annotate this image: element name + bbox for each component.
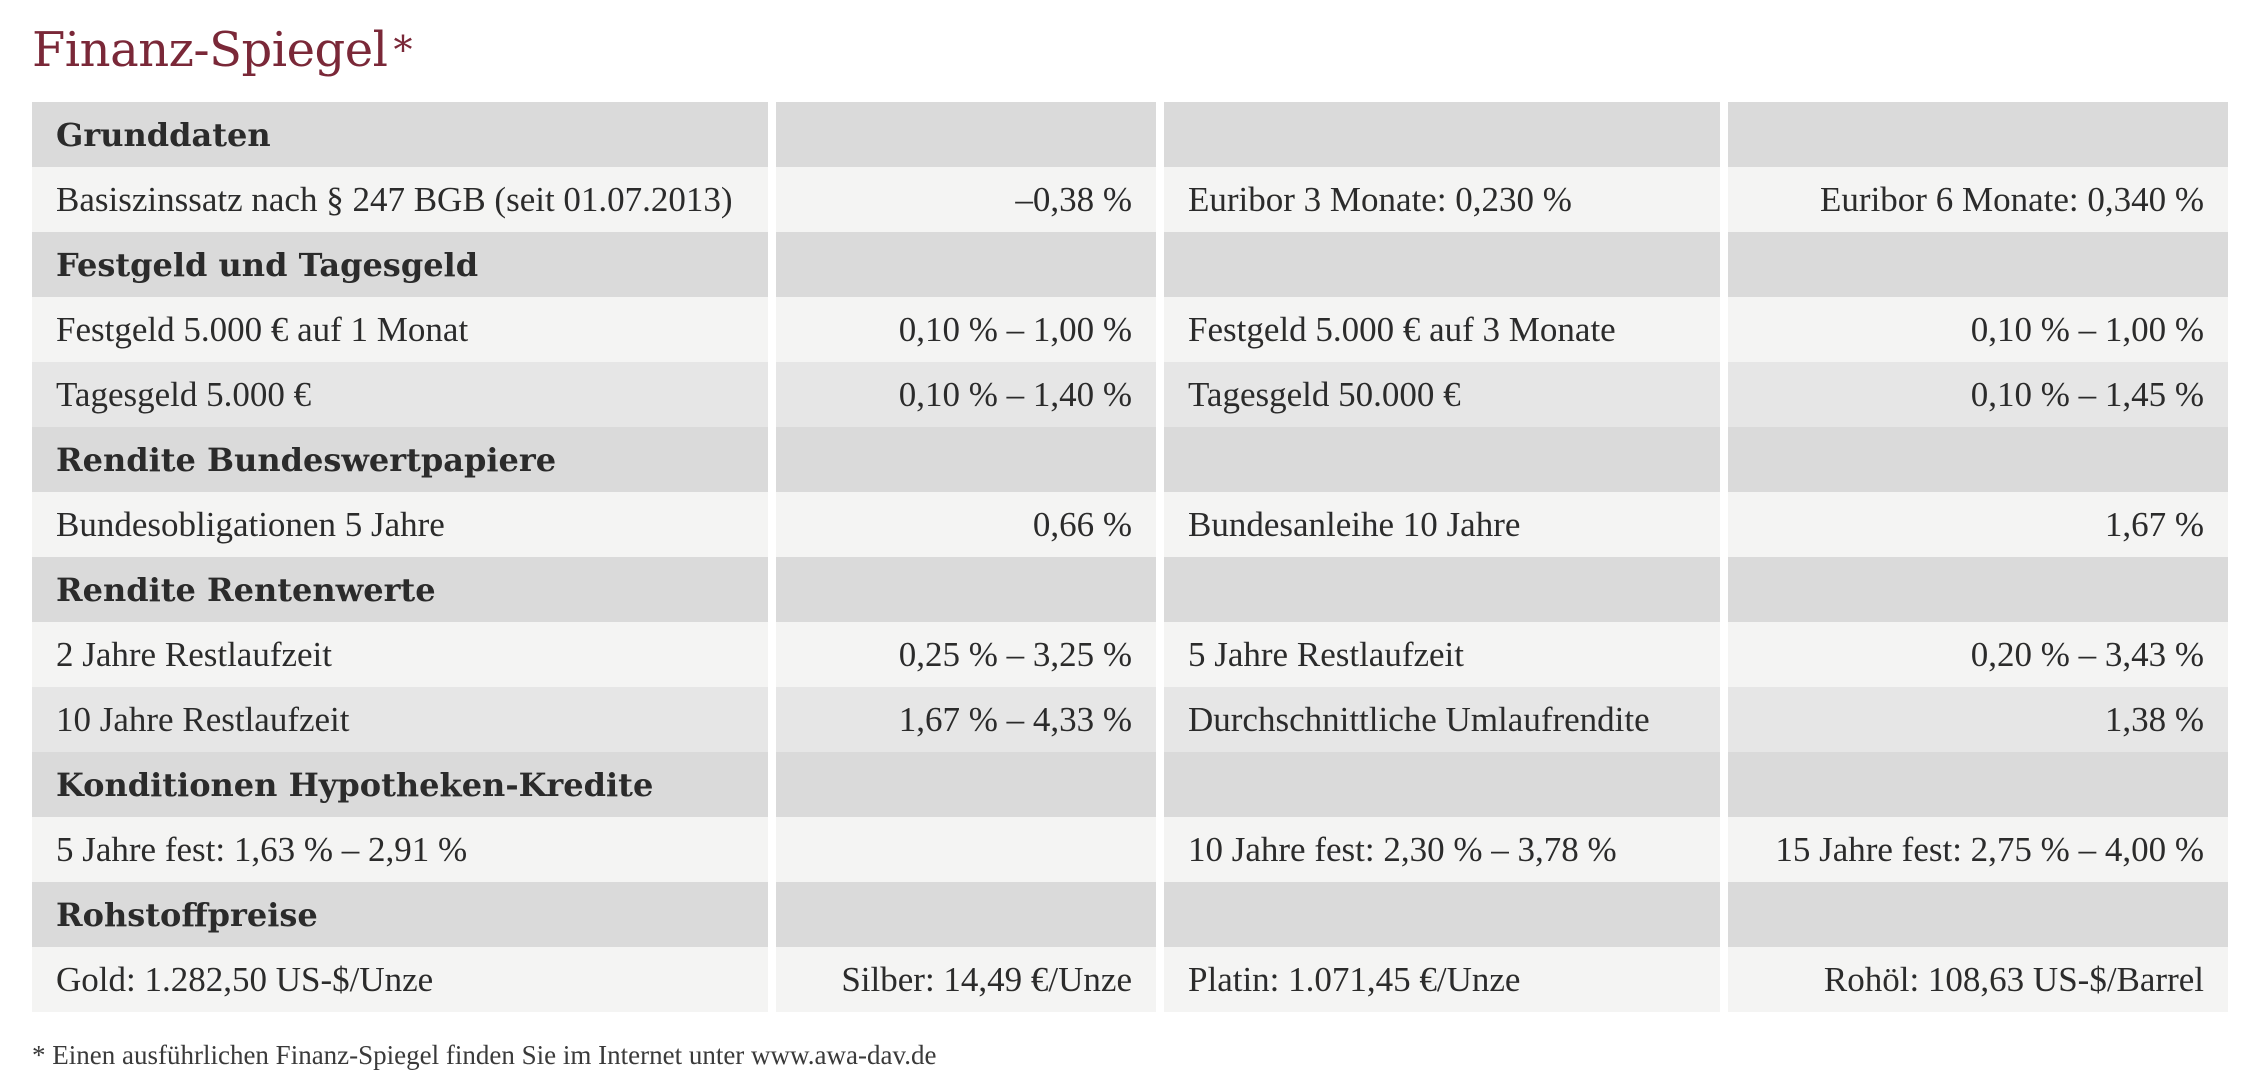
- section-header-festgeld: Festgeld und Tagesgeld: [32, 232, 2228, 297]
- row-label: Gold: 1.282,50 US-$/Unze: [32, 947, 768, 1012]
- empty-cell: [1164, 232, 1720, 297]
- empty-cell: [1728, 102, 2228, 167]
- empty-cell: [776, 752, 1156, 817]
- row-label: 5 Jahre fest: 1,63 % – 2,91 %: [32, 817, 768, 882]
- row-value: [776, 817, 1156, 882]
- row-label: 10 Jahre Restlaufzeit: [32, 687, 768, 752]
- table-row: Bundesobligationen 5 Jahre 0,66 % Bundes…: [32, 492, 2228, 557]
- title-text: Finanz-Spiegel: [32, 22, 388, 78]
- row-value: Silber: 14,49 €/Unze: [776, 947, 1156, 1012]
- empty-cell: [1728, 427, 2228, 492]
- row-label: Tagesgeld 50.000 €: [1164, 362, 1720, 427]
- table-row: Tagesgeld 5.000 € 0,10 % – 1,40 % Tagesg…: [32, 362, 2228, 427]
- row-value: 1,38 %: [1728, 687, 2228, 752]
- section-header-rentenwerte: Rendite Rentenwerte: [32, 557, 2228, 622]
- empty-cell: [1164, 752, 1720, 817]
- empty-cell: [1728, 752, 2228, 817]
- section-header-grunddaten: Grunddaten: [32, 102, 2228, 167]
- row-label: Tagesgeld 5.000 €: [32, 362, 768, 427]
- empty-cell: [776, 232, 1156, 297]
- empty-cell: [1728, 557, 2228, 622]
- row-label: Basiszinssatz nach § 247 BGB (seit 01.07…: [32, 167, 768, 232]
- row-value: 1,67 %: [1728, 492, 2228, 557]
- section-heading: Konditionen Hypotheken-Kredite: [32, 752, 768, 817]
- row-value: 0,25 % – 3,25 %: [776, 622, 1156, 687]
- section-heading: Rohstoffpreise: [32, 882, 768, 947]
- empty-cell: [1164, 557, 1720, 622]
- row-value: 15 Jahre fest: 2,75 % – 4,00 %: [1728, 817, 2228, 882]
- row-value: Euribor 6 Monate: 0,340 %: [1728, 167, 2228, 232]
- row-value: 0,20 % – 3,43 %: [1728, 622, 2228, 687]
- row-value: 0,10 % – 1,40 %: [776, 362, 1156, 427]
- section-header-rohstoffpreise: Rohstoffpreise: [32, 882, 2228, 947]
- row-label: Durchschnittliche Umlaufrendite: [1164, 687, 1720, 752]
- empty-cell: [1164, 102, 1720, 167]
- table-row: 10 Jahre Restlaufzeit 1,67 % – 4,33 % Du…: [32, 687, 2228, 752]
- table-row: Festgeld 5.000 € auf 1 Monat 0,10 % – 1,…: [32, 297, 2228, 362]
- row-value: 1,67 % – 4,33 %: [776, 687, 1156, 752]
- section-header-hypotheken: Konditionen Hypotheken-Kredite: [32, 752, 2228, 817]
- section-heading: Rendite Bundeswertpapiere: [32, 427, 768, 492]
- row-label: Bundesanleihe 10 Jahre: [1164, 492, 1720, 557]
- finance-table: Grunddaten Basiszinssatz nach § 247 BGB …: [24, 102, 2236, 1012]
- empty-cell: [1164, 882, 1720, 947]
- empty-cell: [776, 882, 1156, 947]
- section-heading: Festgeld und Tagesgeld: [32, 232, 768, 297]
- row-label: Festgeld 5.000 € auf 3 Monate: [1164, 297, 1720, 362]
- row-value: 0,66 %: [776, 492, 1156, 557]
- section-header-bundeswertpapiere: Rendite Bundeswertpapiere: [32, 427, 2228, 492]
- row-label: Platin: 1.071,45 €/Unze: [1164, 947, 1720, 1012]
- row-label: Euribor 3 Monate: 0,230 %: [1164, 167, 1720, 232]
- row-value: Rohöl: 108,63 US-$/Barrel: [1728, 947, 2228, 1012]
- row-value: 0,10 % – 1,00 %: [1728, 297, 2228, 362]
- row-label: Bundesobligationen 5 Jahre: [32, 492, 768, 557]
- empty-cell: [776, 557, 1156, 622]
- table-row: 2 Jahre Restlaufzeit 0,25 % – 3,25 % 5 J…: [32, 622, 2228, 687]
- row-value: 0,10 % – 1,45 %: [1728, 362, 2228, 427]
- page-title: Finanz-Spiegel *: [32, 18, 412, 82]
- empty-cell: [1728, 232, 2228, 297]
- section-heading: Rendite Rentenwerte: [32, 557, 768, 622]
- footnote: * Einen ausführlichen Finanz-Spiegel fin…: [32, 1040, 937, 1070]
- row-label: Festgeld 5.000 € auf 1 Monat: [32, 297, 768, 362]
- row-label: 2 Jahre Restlaufzeit: [32, 622, 768, 687]
- row-label: 10 Jahre fest: 2,30 % – 3,78 %: [1164, 817, 1720, 882]
- empty-cell: [1728, 882, 2228, 947]
- section-heading: Grunddaten: [32, 102, 768, 167]
- row-value: 0,10 % – 1,00 %: [776, 297, 1156, 362]
- title-footnote-mark: *: [393, 28, 412, 72]
- empty-cell: [776, 102, 1156, 167]
- table-row: 5 Jahre fest: 1,63 % – 2,91 % 10 Jahre f…: [32, 817, 2228, 882]
- table-row: Basiszinssatz nach § 247 BGB (seit 01.07…: [32, 167, 2228, 232]
- table-row: Gold: 1.282,50 US-$/Unze Silber: 14,49 €…: [32, 947, 2228, 1012]
- row-label: 5 Jahre Restlaufzeit: [1164, 622, 1720, 687]
- empty-cell: [776, 427, 1156, 492]
- empty-cell: [1164, 427, 1720, 492]
- row-value: –0,38 %: [776, 167, 1156, 232]
